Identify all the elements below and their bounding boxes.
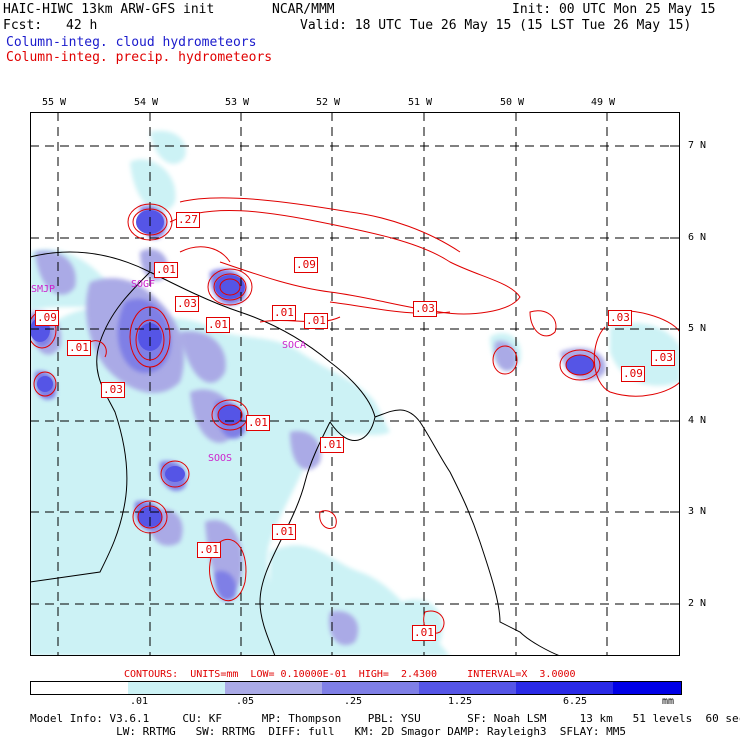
station-label: SMJP <box>31 284 56 295</box>
field-precip-label: Column-integ. precip. hydrometeors <box>6 50 273 65</box>
precip-contours <box>30 197 680 634</box>
fcst-value: 42 h <box>66 18 98 33</box>
colorbar-tick: 6.25 <box>563 696 588 707</box>
colorbar-swatch <box>419 682 517 694</box>
model-info-line1: Model Info: V3.6.1 CU: KF MP: Thompson P… <box>30 712 740 725</box>
contour-label: .01 <box>412 625 436 641</box>
colorbar-swatch <box>322 682 420 694</box>
lat-label: 3 N <box>688 506 707 517</box>
contour-label: .01 <box>154 262 178 278</box>
contour-label: .09 <box>294 257 318 273</box>
station-label: SOOS <box>208 453 233 464</box>
contour-label: .03 <box>101 382 125 398</box>
colorbar-tick: .25 <box>344 696 363 707</box>
org-label: NCAR/MMM <box>272 2 335 17</box>
coastline <box>30 251 561 656</box>
colorbar-tick: .05 <box>236 696 255 707</box>
contour-label: .03 <box>175 296 199 312</box>
contour-label: .03 <box>608 310 632 326</box>
valid-time: Valid: 18 UTC Tue 26 May 15 (15 LST Tue … <box>300 18 692 33</box>
contour-label: .01 <box>206 317 230 333</box>
lat-label: 4 N <box>688 415 707 426</box>
model-info: Model Info: V3.6.1 CU: KF MP: Thompson P… <box>30 712 740 738</box>
contour-label: .09 <box>35 310 59 326</box>
colorbar-unit: mm <box>662 696 675 707</box>
fcst-label: Fcst: <box>3 18 43 33</box>
contour-label: .01 <box>272 305 296 321</box>
lon-label: 50 W <box>500 97 525 108</box>
contour-label: .01 <box>320 437 344 453</box>
init-time: Init: 00 UTC Mon 25 May 15 <box>512 2 716 17</box>
contour-label: .01 <box>246 415 270 431</box>
contour-label: .27 <box>176 212 200 228</box>
contour-label: .09 <box>621 366 645 382</box>
colorbar-swatch <box>613 682 681 694</box>
lon-label: 52 W <box>316 97 341 108</box>
lat-label: 5 N <box>688 323 707 334</box>
colorbar-tick: 1.25 <box>448 696 473 707</box>
contour-label: .03 <box>651 350 675 366</box>
lon-label: 54 W <box>134 97 159 108</box>
lat-label: 7 N <box>688 140 707 151</box>
model-info-line2: LW: RRTMG SW: RRTMG DIFF: full KM: 2D Sm… <box>30 725 627 738</box>
lat-label: 2 N <box>688 598 707 609</box>
contour-label: .01 <box>197 542 221 558</box>
contour-label: .01 <box>304 313 328 329</box>
colorbar <box>30 681 682 695</box>
station-label: SOGF <box>131 279 156 290</box>
forecast-map <box>30 112 680 656</box>
colorbar-tick: .01 <box>130 696 149 707</box>
contour-label: .03 <box>413 301 437 317</box>
colorbar-swatch <box>31 682 129 694</box>
colorbar-swatch <box>128 682 226 694</box>
contour-label: .01 <box>272 524 296 540</box>
colorbar-swatch <box>225 682 323 694</box>
lon-label: 49 W <box>591 97 616 108</box>
lon-label: 51 W <box>408 97 433 108</box>
lon-label: 53 W <box>225 97 250 108</box>
colorbar-swatch <box>516 682 614 694</box>
lon-label: 55 W <box>42 97 67 108</box>
model-title: HAIC-HIWC 13km ARW-GFS init <box>3 2 215 17</box>
lat-label: 6 N <box>688 232 707 243</box>
station-label: SOCA <box>282 340 307 351</box>
contour-label: .01 <box>67 340 91 356</box>
field-cloud-label: Column-integ. cloud hydrometeors <box>6 35 257 50</box>
contour-info: CONTOURS: UNITS=mm LOW= 0.10000E-01 HIGH… <box>124 669 576 680</box>
